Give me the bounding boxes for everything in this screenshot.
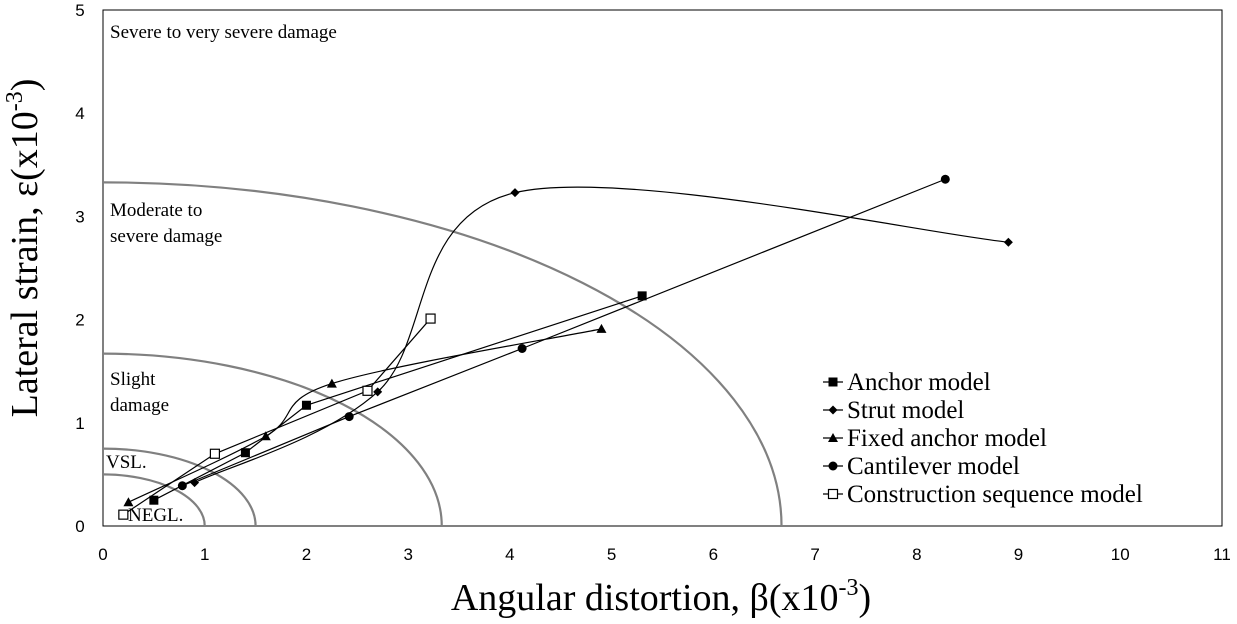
series-group bbox=[123, 323, 607, 507]
x-axis-title-sup: -3 bbox=[839, 575, 859, 601]
data-point-marker bbox=[596, 323, 607, 333]
series-group bbox=[149, 291, 647, 505]
data-point-marker bbox=[362, 385, 373, 396]
zone-label-line: damage bbox=[110, 395, 169, 416]
data-point-marker bbox=[260, 431, 271, 441]
zone-label: NEGL. bbox=[128, 505, 183, 526]
series-line bbox=[182, 178, 946, 487]
zone-label: Moderate to severe damage bbox=[110, 200, 222, 247]
legend-label: Cantilever model bbox=[847, 453, 1020, 480]
data-point-marker bbox=[326, 378, 337, 388]
x-tick-label: 9 bbox=[1014, 545, 1023, 564]
x-tick-label: 8 bbox=[912, 545, 921, 564]
data-point-marker bbox=[637, 291, 647, 301]
zone-label-line: Moderate to bbox=[110, 200, 202, 221]
data-point-marker bbox=[827, 488, 839, 500]
data-point-marker bbox=[118, 509, 129, 520]
y-tick-label: 1 bbox=[75, 414, 84, 433]
zone-boundary-curve bbox=[102, 181, 783, 527]
zone-label: Slight damage bbox=[110, 369, 169, 416]
data-point-marker bbox=[177, 481, 187, 491]
zone-label: Severe to very severe damage bbox=[110, 22, 337, 43]
y-tick-label: 0 bbox=[75, 517, 84, 536]
legend-label: Construction sequence model bbox=[847, 481, 1143, 508]
legend-label: Fixed anchor model bbox=[847, 425, 1047, 452]
data-point-marker bbox=[1003, 237, 1013, 247]
damage-zone-labels: NEGL. VSL. Slight damage Moderate to severe d… bbox=[106, 22, 337, 526]
series-group bbox=[190, 186, 1013, 488]
zone-label: VSL. bbox=[106, 452, 147, 473]
damage-zone-boundaries bbox=[102, 181, 783, 527]
data-point-marker bbox=[828, 405, 838, 415]
x-axis-title-main: Angular distortion, β(x10 bbox=[451, 577, 839, 619]
data-point-marker bbox=[828, 377, 838, 387]
zone-label-line: Severe to very severe damage bbox=[110, 22, 337, 43]
zone-boundary-curve bbox=[102, 352, 443, 527]
legend-item: Fixed anchor model bbox=[823, 425, 1047, 452]
x-axis-title-end: ) bbox=[859, 577, 872, 619]
data-point-marker bbox=[240, 448, 250, 458]
data-point-marker bbox=[344, 412, 354, 422]
legend-label: Anchor model bbox=[847, 369, 991, 396]
data-point-marker bbox=[123, 497, 134, 507]
y-tick-label: 5 bbox=[75, 1, 84, 20]
data-point-marker bbox=[828, 461, 838, 471]
data-point-marker bbox=[510, 188, 520, 198]
legend-item: Strut model bbox=[823, 397, 964, 424]
x-tick-label: 2 bbox=[302, 545, 311, 564]
data-point-marker bbox=[517, 343, 527, 353]
y-tick-label: 3 bbox=[75, 207, 84, 226]
series-group bbox=[118, 313, 436, 520]
x-tick-label: 11 bbox=[1213, 545, 1231, 564]
x-tick-label: 6 bbox=[709, 545, 718, 564]
y-tick-label: 4 bbox=[75, 104, 84, 123]
data-point-marker bbox=[828, 433, 838, 442]
data-point-marker bbox=[209, 448, 220, 459]
zone-label-line: NEGL. bbox=[128, 505, 183, 526]
y-axis-title-main: Lateral strain, ε(x10 bbox=[4, 111, 46, 417]
plot-frame bbox=[102, 9, 1223, 527]
data-point-marker bbox=[301, 400, 311, 410]
series-line bbox=[123, 318, 432, 516]
legend-item: Cantilever model bbox=[823, 453, 1020, 480]
legend-item: Anchor model bbox=[823, 369, 991, 396]
data-point-marker bbox=[940, 174, 950, 184]
series-group bbox=[177, 174, 950, 491]
data-point-marker bbox=[149, 495, 159, 505]
series-line bbox=[194, 186, 1009, 484]
series-line bbox=[128, 328, 602, 503]
data-series bbox=[118, 174, 1013, 520]
y-axis-title-sup: -3 bbox=[2, 91, 28, 111]
x-tick-label: 7 bbox=[810, 545, 819, 564]
zone-label-line: VSL. bbox=[106, 452, 147, 473]
y-axis-title: Lateral strain, ε(x10-3) bbox=[2, 79, 46, 418]
x-tick-label: 0 bbox=[98, 545, 107, 564]
x-tick-label: 1 bbox=[200, 545, 209, 564]
x-axis-ticks: 0 1 2 3 4 5 6 7 8 9 10 11 bbox=[98, 545, 1231, 564]
legend-label: Strut model bbox=[847, 397, 964, 424]
x-tick-label: 10 bbox=[1111, 545, 1130, 564]
y-tick-label: 2 bbox=[75, 311, 84, 330]
legend-item: Construction sequence model bbox=[823, 481, 1143, 508]
x-axis-title: Angular distortion, β(x10-3) bbox=[451, 575, 871, 619]
x-tick-label: 5 bbox=[607, 545, 616, 564]
y-axis-ticks: 0 1 2 3 4 5 bbox=[75, 1, 84, 536]
zone-label-line: severe damage bbox=[110, 226, 222, 247]
data-point-marker bbox=[373, 387, 383, 397]
data-point-marker bbox=[425, 313, 436, 324]
zone-label-line: Slight bbox=[110, 369, 156, 390]
x-tick-label: 4 bbox=[505, 545, 514, 564]
y-axis-title-end: ) bbox=[4, 79, 46, 92]
x-tick-label: 3 bbox=[403, 545, 412, 564]
